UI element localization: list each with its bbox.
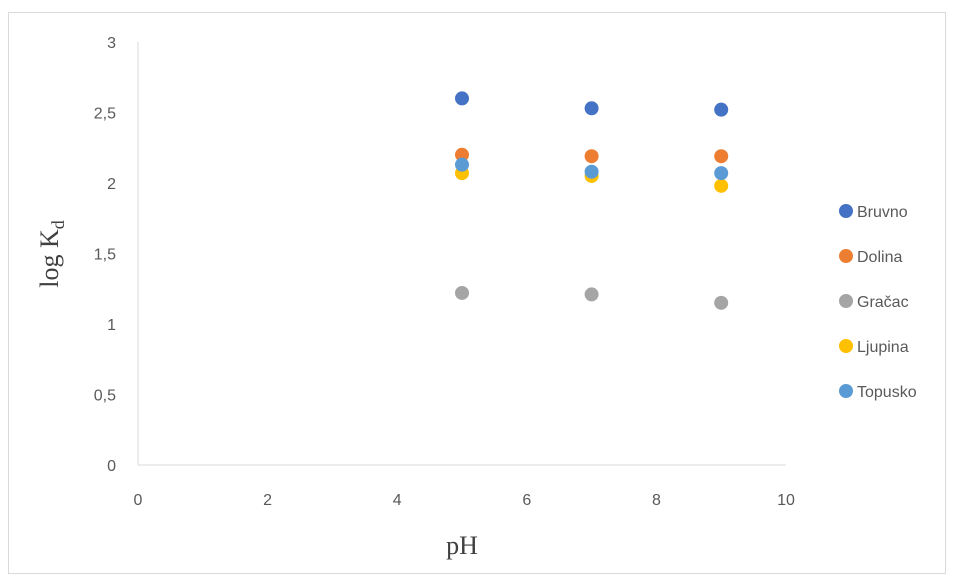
x-tick-label: 2 <box>263 492 272 509</box>
chart-frame <box>8 12 946 574</box>
data-point-topusko <box>455 157 469 172</box>
legend-marker-bruvno <box>839 204 853 218</box>
y-tick-label: 1,5 <box>94 247 116 264</box>
y-axis-title-main: log K <box>35 229 64 288</box>
data-point-bruvno <box>455 91 469 106</box>
x-axis-title: pH <box>446 531 478 560</box>
x-tick-label: 6 <box>522 492 531 509</box>
legend-marker-topusko <box>839 384 853 398</box>
y-tick-label: 2 <box>107 176 116 193</box>
legend-marker-gračac <box>839 294 853 308</box>
legend: Bruvno Dolina Gračac Ljupina Topusko <box>839 204 917 401</box>
y-tick-label: 2,5 <box>94 106 116 123</box>
x-tick-label: 4 <box>393 492 402 509</box>
data-point-topusko <box>584 164 599 179</box>
legend-label-gračac: Gračac <box>857 294 909 311</box>
y-tick-label: 0 <box>107 458 116 475</box>
data-point-dolina <box>584 149 599 164</box>
x-tick-label: 10 <box>777 492 795 509</box>
x-tick-label: 8 <box>652 492 661 509</box>
data-point-gračac <box>455 285 469 300</box>
legend-label-bruvno: Bruvno <box>857 204 908 221</box>
data-point-dolina <box>714 149 729 164</box>
legend-label-ljupina: Ljupina <box>857 339 909 356</box>
data-point-gračac <box>584 287 599 302</box>
legend-marker-dolina <box>839 249 853 263</box>
y-tick-label: 1 <box>107 317 116 334</box>
data-points <box>455 91 729 310</box>
y-axis-ticks: 0 0,5 1 1,5 2 2,5 3 <box>94 35 116 475</box>
legend-label-topusko: Topusko <box>857 384 917 401</box>
y-tick-label: 3 <box>107 35 116 52</box>
data-point-gračac <box>714 295 729 310</box>
y-tick-label: 0,5 <box>94 388 116 405</box>
legend-marker-ljupina <box>839 339 853 353</box>
data-point-dolina <box>455 147 469 162</box>
y-axis-title-subscript: d <box>48 220 68 229</box>
data-point-bruvno <box>714 102 729 117</box>
data-point-topusko <box>714 166 729 181</box>
legend-label-dolina: Dolina <box>857 249 902 266</box>
data-point-ljupina <box>714 178 729 193</box>
data-point-bruvno <box>584 101 599 116</box>
x-tick-label: 0 <box>134 492 143 509</box>
y-axis-title: log Kd <box>35 220 68 288</box>
x-axis-ticks: 0 2 4 6 8 10 <box>134 492 795 509</box>
